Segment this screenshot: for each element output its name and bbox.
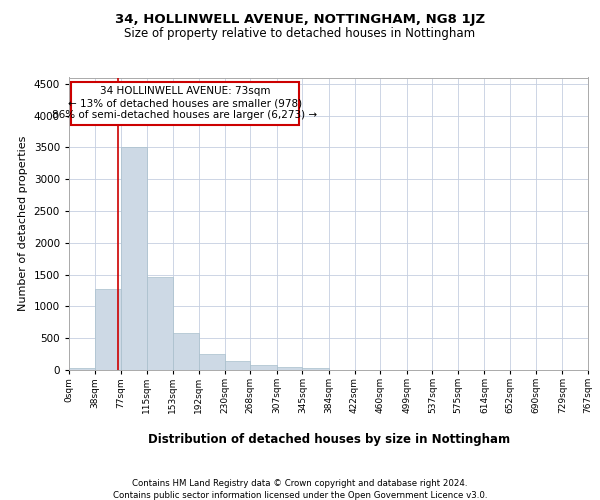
Text: 34, HOLLINWELL AVENUE, NOTTINGHAM, NG8 1JZ: 34, HOLLINWELL AVENUE, NOTTINGHAM, NG8 1… xyxy=(115,12,485,26)
Bar xyxy=(147,277,173,370)
Text: ← 13% of detached houses are smaller (978): ← 13% of detached houses are smaller (97… xyxy=(68,98,302,108)
Bar xyxy=(173,333,199,370)
Bar xyxy=(224,361,250,370)
Bar xyxy=(199,354,224,370)
Text: Contains public sector information licensed under the Open Government Licence v3: Contains public sector information licen… xyxy=(113,491,487,500)
Bar xyxy=(71,82,299,125)
Text: Distribution of detached houses by size in Nottingham: Distribution of detached houses by size … xyxy=(148,432,510,446)
Y-axis label: Number of detached properties: Number of detached properties xyxy=(18,136,28,312)
Bar xyxy=(250,365,277,370)
Bar xyxy=(95,289,121,370)
Text: Size of property relative to detached houses in Nottingham: Size of property relative to detached ho… xyxy=(124,28,476,40)
Bar xyxy=(121,148,147,370)
Bar xyxy=(302,368,329,370)
Bar xyxy=(69,368,95,370)
Text: 86% of semi-detached houses are larger (6,273) →: 86% of semi-detached houses are larger (… xyxy=(52,110,317,120)
Text: Contains HM Land Registry data © Crown copyright and database right 2024.: Contains HM Land Registry data © Crown c… xyxy=(132,479,468,488)
Bar xyxy=(277,366,302,370)
Text: 34 HOLLINWELL AVENUE: 73sqm: 34 HOLLINWELL AVENUE: 73sqm xyxy=(100,86,270,96)
